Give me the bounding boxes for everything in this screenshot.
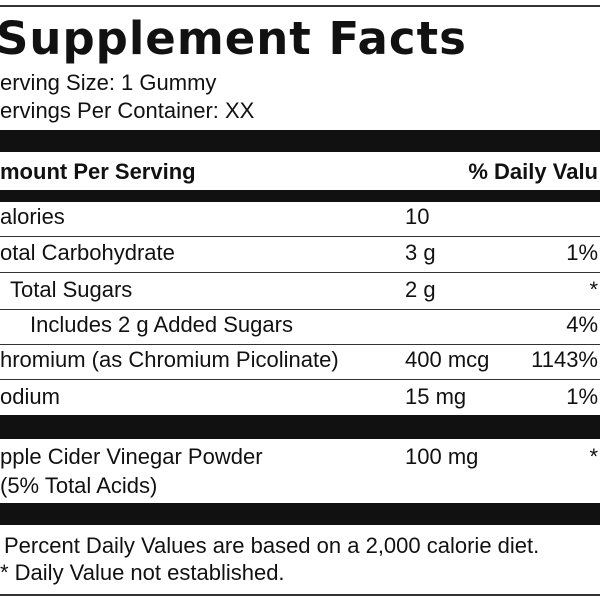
nutrient-name: odium xyxy=(0,384,60,409)
nutrient-dv: 1% xyxy=(566,384,598,409)
nutrient-name: Total Sugars xyxy=(10,277,133,302)
title: Supplement Facts xyxy=(0,12,467,65)
row-rule xyxy=(0,379,600,380)
nutrient-amount: 10 xyxy=(405,204,430,229)
nutrient-name: otal Carbohydrate xyxy=(0,240,175,265)
footnote: * Daily Value not established. xyxy=(0,560,285,585)
servings-per-container: ervings Per Container: XX xyxy=(0,98,255,123)
bottom-border xyxy=(0,594,600,596)
ingredient-amount: 100 mg xyxy=(405,444,479,469)
nutrient-dv: 1% xyxy=(566,240,598,265)
nutrient-amount: 3 g xyxy=(405,240,436,265)
nutrient-dv: 4% xyxy=(566,312,598,337)
thick-bar xyxy=(0,190,600,202)
footnote: Percent Daily Values are based on a 2,00… xyxy=(4,533,540,558)
nutrient-name: alories xyxy=(0,204,65,229)
nutrient-amount: 2 g xyxy=(405,277,436,302)
column-header: mount Per Serving xyxy=(0,159,196,184)
column-header: % Daily Valu xyxy=(468,159,598,184)
serving-size: erving Size: 1 Gummy xyxy=(0,70,217,95)
nutrient-dv: * xyxy=(589,277,598,302)
ingredient-note: (5% Total Acids) xyxy=(0,473,158,498)
row-rule xyxy=(0,309,600,310)
top-border xyxy=(0,5,600,7)
nutrient-name: Includes 2 g Added Sugars xyxy=(30,312,293,337)
row-rule xyxy=(0,236,600,237)
nutrient-dv: 1143% xyxy=(531,347,598,372)
ingredient-name: pple Cider Vinegar Powder xyxy=(0,444,263,469)
nutrient-amount: 15 mg xyxy=(405,384,467,409)
row-rule xyxy=(0,344,600,345)
nutrient-name: hromium (as Chromium Picolinate) xyxy=(0,347,339,372)
thick-bar xyxy=(0,415,600,439)
row-rule xyxy=(0,272,600,273)
thick-bar xyxy=(0,503,600,525)
ingredient-dv: * xyxy=(589,444,598,469)
thick-bar xyxy=(0,130,600,152)
nutrient-amount: 400 mcg xyxy=(405,347,490,372)
